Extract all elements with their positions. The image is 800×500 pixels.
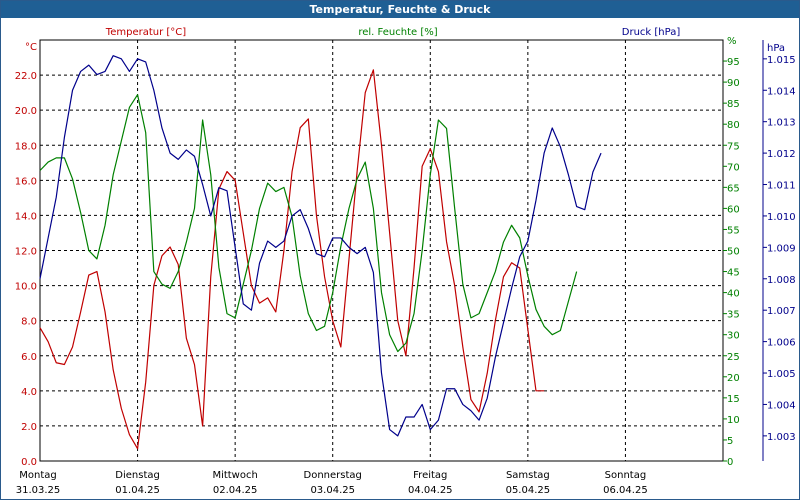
tick-label-humidity: 10 bbox=[727, 415, 740, 426]
tick-label-humidity: 60 bbox=[727, 204, 740, 215]
tick-label-humidity: 5 bbox=[727, 436, 733, 447]
tick-label-temperature: 22.0 bbox=[15, 71, 37, 82]
tick-label-pressure: 1.004 bbox=[767, 400, 796, 411]
tick-label-temperature: 10.0 bbox=[15, 282, 37, 293]
x-tick-date: 04.04.25 bbox=[408, 485, 453, 496]
x-tick-day: Sonntag bbox=[605, 470, 647, 481]
x-tick-date: 02.04.25 bbox=[213, 485, 258, 496]
tick-label-pressure: 1.007 bbox=[767, 306, 796, 317]
tick-label-humidity: 65 bbox=[727, 183, 740, 194]
legend-pressure: Druck [hPa] bbox=[622, 27, 681, 38]
x-tick-day: Montag bbox=[19, 470, 56, 481]
tick-label-pressure: 1.012 bbox=[767, 149, 796, 160]
x-tick-day: Mittwoch bbox=[212, 470, 257, 481]
x-tick-date: 05.04.25 bbox=[506, 485, 551, 496]
tick-label-humidity: 75 bbox=[727, 141, 740, 152]
legend-temperature: Temperatur [°C] bbox=[105, 27, 186, 38]
x-tick-date: 31.03.25 bbox=[16, 485, 61, 496]
x-tick-date: 03.04.25 bbox=[310, 485, 355, 496]
tick-label-humidity: 45 bbox=[727, 268, 740, 279]
tick-label-pressure: 1.008 bbox=[767, 275, 796, 286]
tick-label-temperature: 16.0 bbox=[15, 176, 37, 187]
tick-label-pressure: hPa bbox=[767, 43, 785, 54]
tick-label-pressure: 1.005 bbox=[767, 369, 796, 380]
tick-label-pressure: 1.006 bbox=[767, 338, 796, 349]
tick-label-humidity: 85 bbox=[727, 99, 740, 110]
tick-label-humidity: 80 bbox=[727, 120, 740, 131]
series-lines bbox=[39, 55, 602, 450]
tick-label-pressure: 1.013 bbox=[767, 118, 796, 129]
tick-labels: 0.0 2.0 4.0 6.0 8.0 10.0 12.0 14.0 16.0 18.0 20.0 2… bbox=[15, 36, 796, 496]
axis-unit-temperature: °C bbox=[25, 42, 37, 53]
tick-label-pressure: 1.015 bbox=[767, 55, 796, 66]
tick-label-pressure: 1.009 bbox=[767, 243, 796, 254]
tick-label-humidity: 20 bbox=[727, 373, 740, 384]
tick-label-humidity: 25 bbox=[727, 352, 740, 363]
legend-humidity: rel. Feuchte [%] bbox=[358, 27, 437, 38]
tick-label-humidity: 35 bbox=[727, 310, 740, 321]
tick-label-humidity: 90 bbox=[727, 78, 740, 89]
x-tick-day: Dienstag bbox=[115, 470, 160, 481]
tick-label-temperature: 2.0 bbox=[21, 422, 37, 433]
tick-label-temperature: 20.0 bbox=[15, 106, 37, 117]
x-tick-date: 01.04.25 bbox=[115, 485, 160, 496]
tick-label-humidity: % bbox=[727, 36, 737, 47]
tick-label-pressure: 1.003 bbox=[767, 432, 796, 443]
tick-label-humidity: 95 bbox=[727, 57, 740, 68]
x-tick-day: Samstag bbox=[506, 470, 550, 481]
tick-label-temperature: 6.0 bbox=[21, 352, 37, 363]
tick-label-humidity: 50 bbox=[727, 247, 740, 258]
series-line-pressure bbox=[39, 55, 602, 437]
tick-label-temperature: 0.0 bbox=[21, 457, 37, 468]
tick-label-humidity: 15 bbox=[727, 394, 740, 405]
tick-label-temperature: 12.0 bbox=[15, 247, 37, 258]
tick-label-temperature: 8.0 bbox=[21, 317, 37, 328]
tick-label-pressure: 1.010 bbox=[767, 212, 796, 223]
x-tick-date: 06.04.25 bbox=[603, 485, 648, 496]
tick-label-pressure: 1.014 bbox=[767, 86, 796, 97]
tick-label-humidity: 30 bbox=[727, 331, 740, 342]
x-tick-day: Donnerstag bbox=[304, 470, 362, 481]
tick-label-humidity: 70 bbox=[727, 162, 740, 173]
x-tick-day: Freitag bbox=[413, 470, 447, 481]
tick-label-temperature: 4.0 bbox=[21, 387, 37, 398]
tick-label-humidity: 40 bbox=[727, 289, 740, 300]
chart-title: Temperatur, Feuchte & Druck bbox=[1, 1, 799, 18]
tick-label-temperature: 18.0 bbox=[15, 141, 37, 152]
tick-label-temperature: 14.0 bbox=[15, 211, 37, 222]
tick-label-humidity: 55 bbox=[727, 225, 740, 236]
series-line-humidity bbox=[39, 94, 578, 353]
tick-label-pressure: 1.011 bbox=[767, 181, 796, 192]
series-line-temperature bbox=[39, 69, 545, 450]
tick-label-humidity: 0 bbox=[727, 457, 733, 468]
plot-area bbox=[39, 39, 724, 462]
